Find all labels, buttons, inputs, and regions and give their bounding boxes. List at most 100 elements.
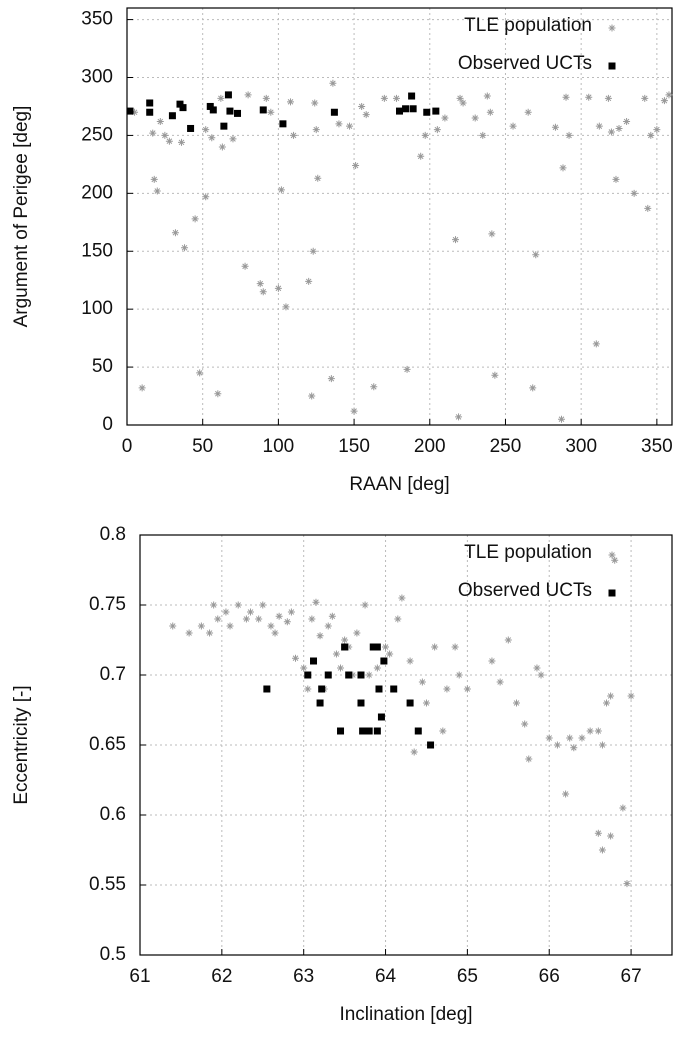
tle-point xyxy=(392,94,400,102)
tle-point xyxy=(578,734,586,742)
legend-marker xyxy=(608,551,616,559)
uct-point xyxy=(263,685,271,693)
tle-point xyxy=(365,671,373,679)
uct-point xyxy=(414,727,422,735)
tle-point xyxy=(382,643,390,651)
tle-point xyxy=(241,262,249,270)
x-tick-label: 62 xyxy=(211,966,232,987)
legend-label: TLE population xyxy=(464,15,592,36)
tle-point xyxy=(607,692,615,700)
x-tick-label: 100 xyxy=(263,436,295,457)
tle-point xyxy=(627,692,635,700)
tle-point xyxy=(244,91,252,99)
tle-point xyxy=(275,612,283,620)
tle-point xyxy=(324,622,332,630)
legend-marker xyxy=(608,589,616,597)
tle-point xyxy=(138,384,146,392)
tle-point xyxy=(557,415,565,423)
tle-point xyxy=(532,251,540,259)
y-tick-label: 350 xyxy=(81,9,113,30)
y-tick-label: 200 xyxy=(81,182,113,203)
tle-point xyxy=(153,187,161,195)
tle-point xyxy=(370,383,378,391)
tle-point xyxy=(305,277,313,285)
tle-point xyxy=(267,108,275,116)
tle-point xyxy=(191,215,199,223)
x-tick-label: 300 xyxy=(565,436,597,457)
tle-point xyxy=(452,236,460,244)
x-tick-label: 61 xyxy=(129,966,150,987)
uct-point xyxy=(423,108,431,116)
tle-point xyxy=(665,91,673,99)
uct-point xyxy=(234,109,242,117)
tle-point xyxy=(441,114,449,122)
tle-point xyxy=(496,678,504,686)
tle-point xyxy=(612,175,620,183)
tle-point xyxy=(653,126,661,134)
tle-point xyxy=(623,880,631,888)
y-tick-label: 0 xyxy=(102,414,113,435)
x-axis-label: Inclination [deg] xyxy=(339,1004,472,1025)
tle-point xyxy=(566,734,574,742)
tle-point xyxy=(545,734,553,742)
tle-point xyxy=(406,657,414,665)
x-tick-label: 250 xyxy=(490,436,522,457)
tle-point xyxy=(559,164,567,172)
legend-marker xyxy=(608,62,616,70)
uct-point xyxy=(409,105,417,113)
tle-point xyxy=(308,392,316,400)
uct-point xyxy=(369,643,377,651)
y-tick-label: 0.5 xyxy=(100,944,126,965)
plot-frame xyxy=(126,7,673,426)
tle-point xyxy=(150,175,158,183)
tle-point xyxy=(242,615,250,623)
tle-point xyxy=(459,99,467,107)
tle-point xyxy=(208,134,216,142)
y-tick-label: 100 xyxy=(81,298,113,319)
tle-point xyxy=(337,664,345,672)
tle-point xyxy=(300,664,308,672)
uct-point xyxy=(357,699,365,707)
uct-point xyxy=(345,671,353,679)
uct-point xyxy=(209,106,217,114)
tle-point xyxy=(349,671,357,679)
tle-point xyxy=(277,186,285,194)
tle-point xyxy=(210,601,218,609)
uct-point xyxy=(318,685,326,693)
uct-point xyxy=(357,671,365,679)
x-tick-label: 63 xyxy=(293,966,314,987)
tle-point xyxy=(641,94,649,102)
tle-point xyxy=(479,131,487,139)
tle-point xyxy=(455,413,463,421)
uct-point xyxy=(324,671,332,679)
tle-point xyxy=(604,94,612,102)
uct-point xyxy=(220,122,228,130)
y-tick-label: 50 xyxy=(92,356,113,377)
tle-point xyxy=(328,612,336,620)
tle-point xyxy=(537,671,545,679)
uct-point xyxy=(373,727,381,735)
tle-point xyxy=(274,284,282,292)
tle-point xyxy=(259,288,267,296)
tle-point xyxy=(267,622,275,630)
tle-point xyxy=(619,804,627,812)
tle-point xyxy=(229,135,237,143)
tle-point xyxy=(565,131,573,139)
tle-point xyxy=(611,556,619,564)
tle-point xyxy=(443,685,451,693)
tle-point xyxy=(394,615,402,623)
tle-point xyxy=(311,99,319,107)
tle-point xyxy=(509,122,517,130)
tle-point xyxy=(304,685,312,693)
tle-point xyxy=(644,204,652,212)
tle-point xyxy=(586,727,594,735)
tle-point xyxy=(562,790,570,798)
tle-point xyxy=(598,741,606,749)
tle-point xyxy=(585,93,593,101)
uct-point xyxy=(432,107,440,115)
tle-point xyxy=(171,229,179,237)
tle-point xyxy=(417,152,425,160)
x-axis-label: RAAN [deg] xyxy=(349,474,449,495)
uct-point xyxy=(179,104,187,112)
tle-point xyxy=(309,247,317,255)
